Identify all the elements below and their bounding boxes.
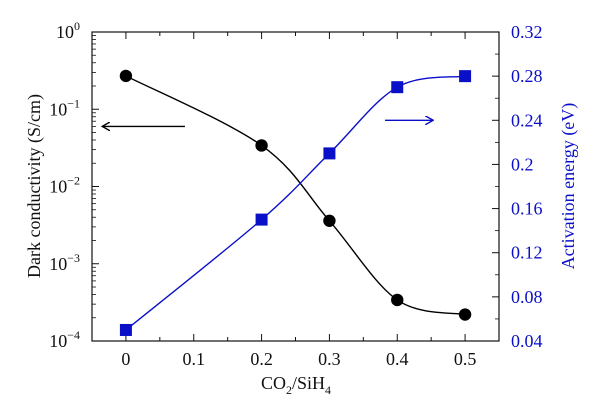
x-axis-title-middle: /SiH — [292, 373, 325, 393]
right-y-axis-tick-label: 0.04 — [511, 331, 543, 351]
left-y-axis-tick-exponent: −1 — [67, 96, 80, 110]
right-y-axis: 0.04 0.08 0.12 0.16 0.2 0.24 0.28 0.32 — [492, 22, 543, 351]
activation-energy-series-point — [323, 147, 336, 160]
right-y-axis-title: Activation energy (eV) — [558, 103, 579, 270]
x-axis-tick-label: 0.1 — [183, 349, 206, 369]
right-y-axis-tick-label: 0.28 — [511, 66, 543, 86]
activation-energy-series-point — [119, 323, 132, 336]
dark-conductivity-series-point — [391, 293, 404, 307]
x-axis-title-sub-4: 4 — [325, 383, 331, 397]
left-y-axis-title: Dark conductivity (S/cm) — [24, 94, 45, 278]
right-y-axis-tick-label: 0.12 — [511, 243, 543, 263]
x-axis-tick-label: 0 — [121, 349, 130, 369]
activation-energy-series-point — [255, 213, 268, 226]
activation-energy-series-line — [125, 75, 466, 331]
left-y-axis-tick-base: 10 — [49, 254, 67, 274]
dark-conductivity-series-point — [458, 308, 472, 321]
x-axis-tick-label: 0.5 — [454, 349, 477, 369]
x-axis: 0 0.1 0.2 0.3 0.4 0.5 — [121, 32, 476, 369]
left-y-axis-tick-base: 10 — [49, 331, 67, 351]
x-axis-title-sub-2: 2 — [286, 383, 292, 397]
series-layer — [119, 69, 472, 336]
annotation-layer — [102, 120, 433, 126]
activation-energy-series-point — [391, 81, 404, 94]
left-y-axis-tick-exponent: −2 — [67, 174, 80, 188]
x-axis-tick-label: 0.3 — [318, 349, 341, 369]
dark-conductivity-series-point — [255, 139, 268, 152]
left-y-axis-tick-label: 100 — [56, 19, 80, 42]
right-y-axis-tick-label: 0.2 — [511, 154, 534, 174]
right-y-axis-tick-label: 0.24 — [511, 110, 543, 130]
right-y-axis-tick-label: 0.08 — [511, 287, 543, 307]
x-axis-title-main: CO — [261, 373, 286, 393]
dark-conductivity-series-point — [119, 69, 133, 83]
right-y-axis-tick-label: 0.16 — [511, 199, 543, 219]
left-y-axis-tick-exponent: −4 — [67, 328, 80, 342]
dark-conductivity-series-point — [323, 214, 336, 227]
right-y-axis-tick-label: 0.32 — [511, 22, 543, 42]
left-y-axis-tick-label: 10−1 — [49, 96, 80, 119]
left-y-axis-tick-base: 10 — [56, 22, 74, 42]
left-y-axis-tick-label: 10−2 — [49, 174, 80, 197]
left-y-axis-tick-base: 10 — [49, 177, 67, 197]
x-axis-tick-label: 0.4 — [386, 349, 409, 369]
left-y-axis-tick-label: 10−4 — [49, 328, 80, 351]
dark-conductivity-series-line — [125, 75, 466, 316]
left-y-axis-tick-exponent: −3 — [67, 251, 80, 265]
left-y-axis-tick-exponent: 0 — [74, 19, 80, 33]
x-axis-tick-label: 0.2 — [250, 349, 273, 369]
activation-energy-series-point — [459, 70, 472, 83]
left-y-axis-tick-label: 10−3 — [49, 251, 80, 274]
x-axis-title: CO2/SiH4 — [261, 373, 331, 397]
left-y-axis-tick-base: 10 — [49, 99, 67, 119]
